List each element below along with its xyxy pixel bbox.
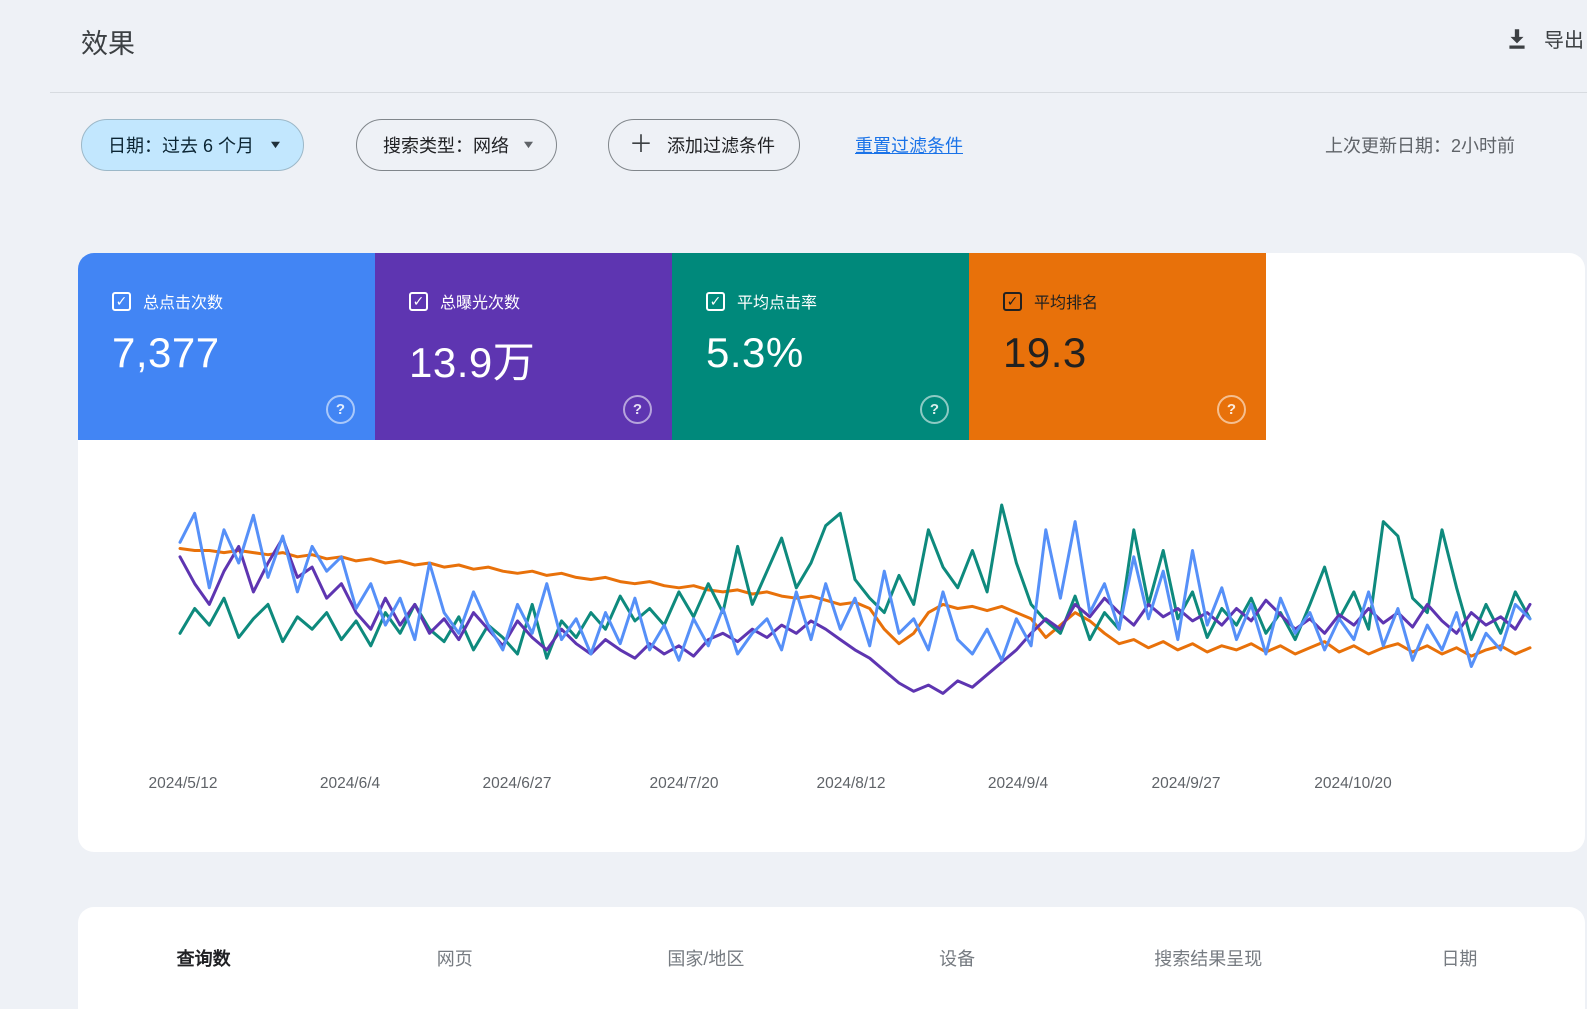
help-icon[interactable]: ? (1217, 395, 1246, 424)
metric-tile-ctr[interactable]: ✓ 平均点击率 5.3% ? (672, 253, 969, 440)
last-updated-text: 上次更新日期：2小时前 (1325, 136, 1516, 156)
header-divider (50, 92, 1587, 93)
search-type-filter-label: 搜索类型：网络 (383, 136, 509, 156)
metric-tile-impressions[interactable]: ✓ 总曝光次数 13.9万 ? (375, 253, 672, 440)
performance-chart[interactable]: 2024/5/12 2024/6/4 2024/6/27 2024/7/20 2024/… (78, 440, 1585, 852)
x-axis-label: 2024/6/4 (320, 775, 381, 792)
tab-search-appearance[interactable]: 搜索结果呈现 (1154, 949, 1263, 969)
help-icon[interactable]: ? (623, 395, 652, 424)
chevron-down-icon: ▼ (520, 138, 537, 151)
x-axis-label: 2024/6/27 (483, 775, 552, 792)
metric-value: 19.3 (1003, 329, 1087, 376)
tab-queries[interactable]: 查询数 (176, 949, 231, 969)
x-axis-label: 2024/10/20 (1314, 775, 1392, 792)
metric-label: 总曝光次数 (440, 295, 521, 312)
tab-dates[interactable]: 日期 (1441, 949, 1478, 969)
x-axis-label: 2024/9/27 (1152, 775, 1221, 792)
page-title: 效果 (81, 29, 135, 59)
reset-filters-link[interactable]: 重置过滤条件 (855, 136, 963, 156)
metric-label: 总点击次数 (143, 295, 224, 312)
x-axis-label: 2024/5/12 (149, 775, 218, 792)
add-filter-label: 添加过滤条件 (667, 136, 775, 156)
download-icon (1504, 26, 1530, 52)
tab-countries[interactable]: 国家/地区 (667, 949, 745, 969)
x-axis-label: 2024/9/4 (988, 775, 1049, 792)
metric-checkbox-ctr[interactable]: ✓ (706, 291, 725, 311)
date-filter-label: 日期：过去 6 个月 (108, 136, 255, 156)
tab-pages[interactable]: 网页 (436, 949, 473, 969)
metric-label: 平均排名 (1034, 295, 1099, 312)
metric-tiles: ✓ 总点击次数 7,377 ? ✓ 总曝光次数 13.9万 ? ✓ 平均点击率 … (78, 253, 1266, 440)
search-type-filter-chip[interactable]: 搜索类型：网络 ▼ (356, 119, 557, 171)
metric-tile-clicks[interactable]: ✓ 总点击次数 7,377 ? (78, 253, 375, 440)
help-icon[interactable]: ? (326, 395, 355, 424)
export-label: 导出 (1544, 30, 1584, 52)
chart-line-ctr (178, 503, 1532, 660)
metric-label: 平均点击率 (737, 295, 818, 312)
tab-devices[interactable]: 设备 (939, 949, 976, 969)
metric-value: 13.9万 (409, 339, 536, 386)
chart-line-impressions (178, 536, 1532, 695)
chart-line-clicks (178, 511, 1532, 668)
x-axis-label: 2024/8/12 (817, 775, 886, 792)
x-axis-label: 2024/7/20 (650, 775, 719, 792)
date-filter-chip[interactable]: 日期：过去 6 个月 ▼ (81, 119, 304, 171)
metric-value: 5.3% (706, 329, 804, 376)
help-icon[interactable]: ? (920, 395, 949, 424)
add-filter-chip[interactable]: ＋ 添加过滤条件 (608, 119, 800, 171)
metric-checkbox-impressions[interactable]: ✓ (409, 291, 428, 311)
dimension-tabs-card: 查询数 网页 国家/地区 设备 搜索结果呈现 日期 (78, 907, 1585, 1009)
metric-checkbox-clicks[interactable]: ✓ (112, 291, 131, 311)
export-button[interactable]: 导出 (1504, 24, 1584, 53)
performance-card: ✓ 总点击次数 7,377 ? ✓ 总曝光次数 13.9万 ? ✓ 平均点击率 … (78, 253, 1585, 852)
metric-value: 7,377 (112, 329, 220, 376)
metric-tile-position[interactable]: ✓ 平均排名 19.3 ? (969, 253, 1266, 440)
plus-icon: ＋ (629, 131, 653, 158)
metric-checkbox-position[interactable]: ✓ (1003, 291, 1022, 311)
chevron-down-icon: ▼ (267, 138, 284, 151)
